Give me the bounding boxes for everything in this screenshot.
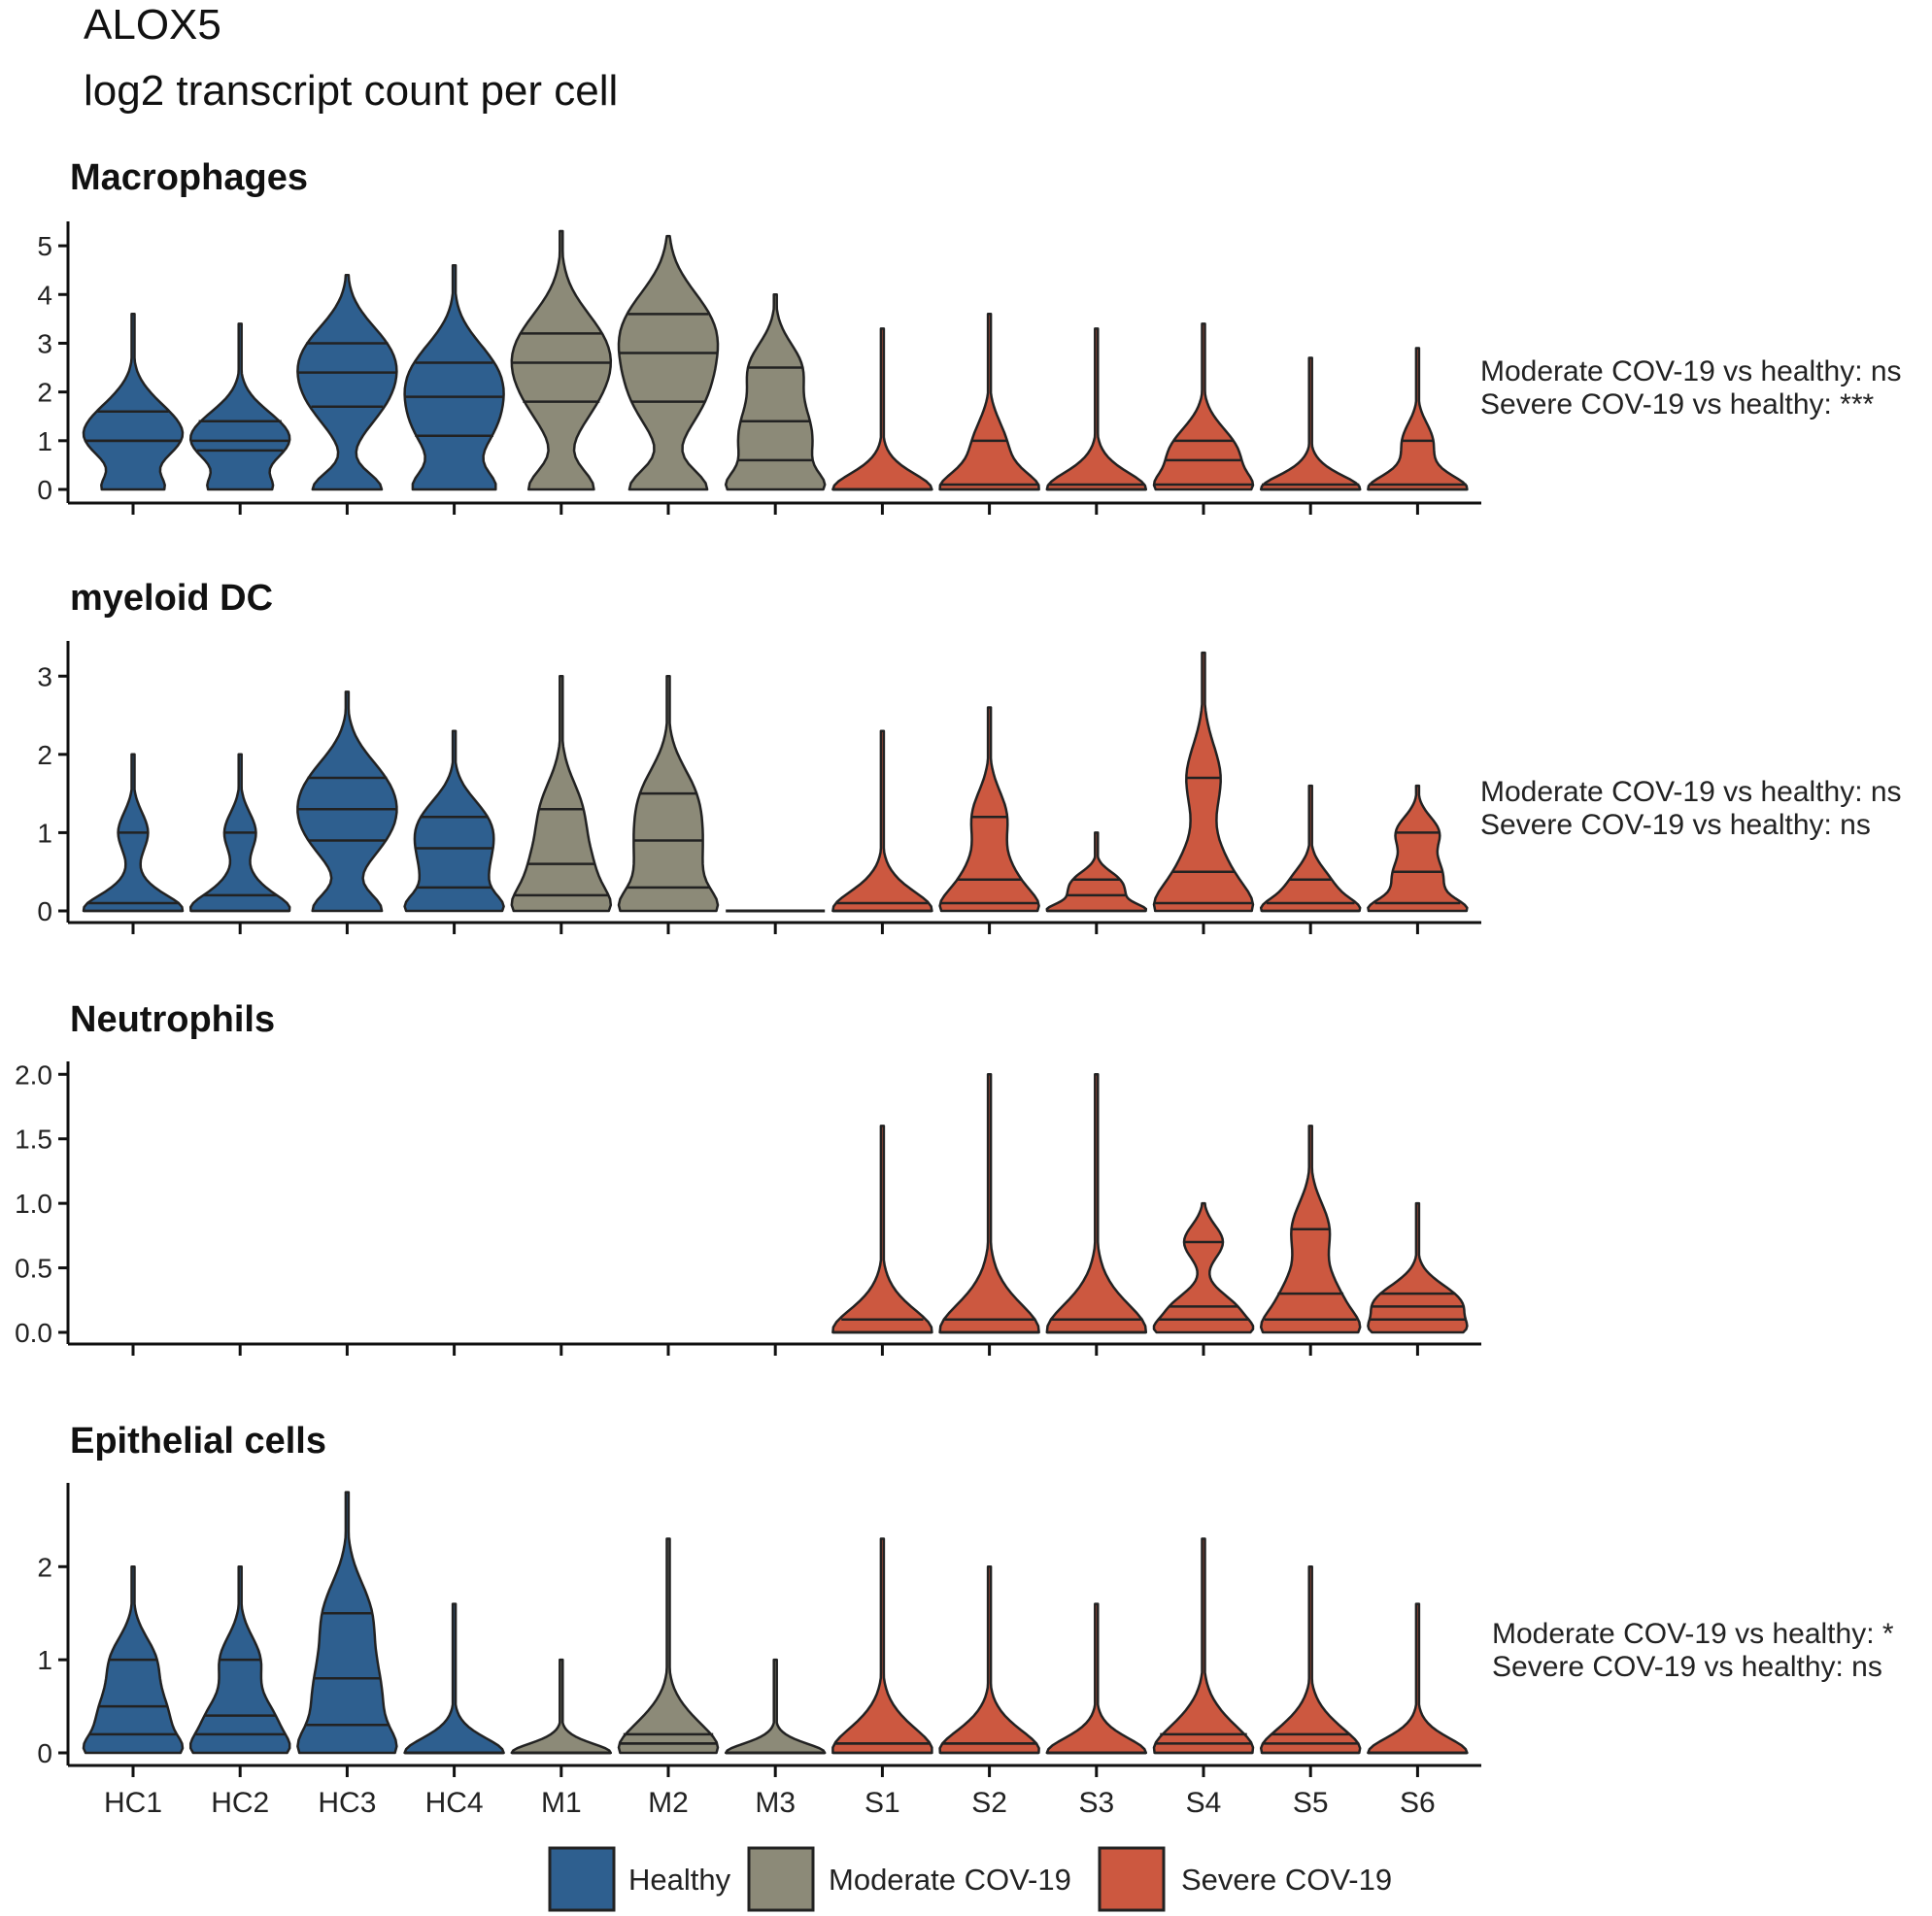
violin-HC4 [403,729,505,913]
violin-S5 [1259,1565,1362,1755]
violin-S5 [1259,784,1362,913]
x-tick-label: M3 [755,1787,796,1819]
x-tick-label: HC4 [425,1787,484,1819]
y-tick-label: 0 [37,1738,52,1768]
y-tick-label: 2 [37,378,52,408]
y-tick-label: 3 [37,661,52,691]
violin-HC3 [296,1491,398,1755]
violin-S6 [1367,784,1469,913]
y-tick-label: 3 [37,328,52,358]
panel-title: myeloid DC [70,578,273,619]
violin-HC4 [403,263,505,491]
violin-S2 [938,1565,1040,1755]
y-tick-label: 1 [37,1645,52,1675]
violin-HC3 [296,690,398,913]
legend: Healthy Moderate COV-19 Severe COV-19 [548,1846,1392,1912]
panels: Macrophages 0 1 2 3 4 5 Moderate COV-19 vs heal… [15,157,1902,1819]
panel-1: myeloid DC 0 1 2 3 Moderate COV-19 vs healthy… [37,578,1902,934]
x-tick-label: M2 [648,1787,689,1819]
violin-M1 [510,675,613,913]
x-tick-label: HC2 [211,1787,269,1819]
figure-title: ALOX5 [84,1,221,49]
violin-S4 [1152,651,1255,913]
x-tick-label: S3 [1078,1787,1114,1819]
violin-S1 [831,327,933,491]
x-tick-label: S2 [971,1787,1007,1819]
violin-S2 [938,1073,1040,1334]
legend-swatch [548,1846,616,1912]
y-tick-label: 1 [37,818,52,848]
violin-M1 [510,1658,613,1755]
violin-S1 [831,1537,933,1755]
violin-S3 [1045,1602,1148,1755]
y-tick-label: 1.5 [15,1125,52,1155]
x-tick-label: M1 [541,1787,582,1819]
violin-HC1 [82,313,185,491]
stat-annotation: Moderate COV-19 vs healthy: * [1492,1618,1894,1650]
violin-S6 [1367,1602,1469,1755]
violin-HC4 [403,1602,505,1755]
y-tick-label: 2.0 [15,1059,52,1090]
panel-title: Macrophages [70,157,308,198]
y-tick-label: 1 [37,426,52,456]
y-tick-label: 2 [37,1552,52,1582]
stat-annotation: Severe COV-19 vs healthy: ns [1480,809,1871,841]
violin-S2 [938,313,1040,491]
violin-S2 [938,706,1040,913]
x-tick-label: S1 [864,1787,900,1819]
y-tick-label: 1.0 [15,1189,52,1219]
x-tick-label: S5 [1293,1787,1329,1819]
violin-S4 [1152,1537,1255,1755]
panel-2: Neutrophils 0.0 0.5 1.0 1.5 2.0 [15,999,1481,1356]
violin-M3 [724,1658,827,1755]
x-tick-label: S4 [1186,1787,1222,1819]
violin-S3 [1045,1073,1148,1334]
violin-HC3 [296,273,398,491]
x-tick-label: S6 [1400,1787,1436,1819]
panel-title: Epithelial cells [70,1421,326,1462]
violin-S5 [1259,356,1362,491]
stat-annotation: Moderate COV-19 vs healthy: ns [1480,776,1902,808]
violin-S3 [1045,327,1148,491]
x-tick-label: HC3 [318,1787,376,1819]
violin-M1 [510,229,613,491]
legend-swatch [747,1846,815,1912]
x-tick-label: HC1 [104,1787,162,1819]
legend-label: Healthy [628,1863,731,1897]
stat-annotation: Moderate COV-19 vs healthy: ns [1480,355,1902,387]
legend-label: Moderate COV-19 [829,1863,1071,1897]
violin-M2 [617,1537,720,1755]
stat-annotation: Severe COV-19 vs healthy: ns [1492,1651,1882,1683]
violin-S6 [1367,1201,1469,1334]
panel-title: Neutrophils [70,999,275,1040]
y-tick-label: 2 [37,740,52,770]
stat-annotation: Severe COV-19 vs healthy: *** [1480,388,1875,420]
violin-S4 [1152,322,1255,491]
legend-swatch [1098,1846,1166,1912]
violin-S3 [1045,831,1148,913]
panel-0: Macrophages 0 1 2 3 4 5 Moderate COV-19 vs heal… [37,157,1902,515]
figure-subtitle: log2 transcript count per cell [84,67,618,115]
violin-S6 [1367,347,1469,491]
y-tick-label: 5 [37,231,52,261]
y-tick-label: 0 [37,896,52,926]
violin-S4 [1152,1201,1255,1334]
violin-M2 [617,234,720,491]
y-tick-label: 0.5 [15,1254,52,1284]
y-tick-label: 4 [37,280,52,310]
panel-3: Epithelial cells 0 1 2 HC1 HC2 HC3 HC4 M1 M2 M3 S1 S… [37,1421,1893,1819]
violin-S1 [831,1125,933,1334]
y-tick-label: 0 [37,475,52,505]
violin-M3 [724,293,827,491]
violin-S1 [831,729,933,913]
y-tick-label: 0.0 [15,1318,52,1348]
legend-label: Severe COV-19 [1181,1863,1392,1897]
violin-HC2 [188,322,291,491]
